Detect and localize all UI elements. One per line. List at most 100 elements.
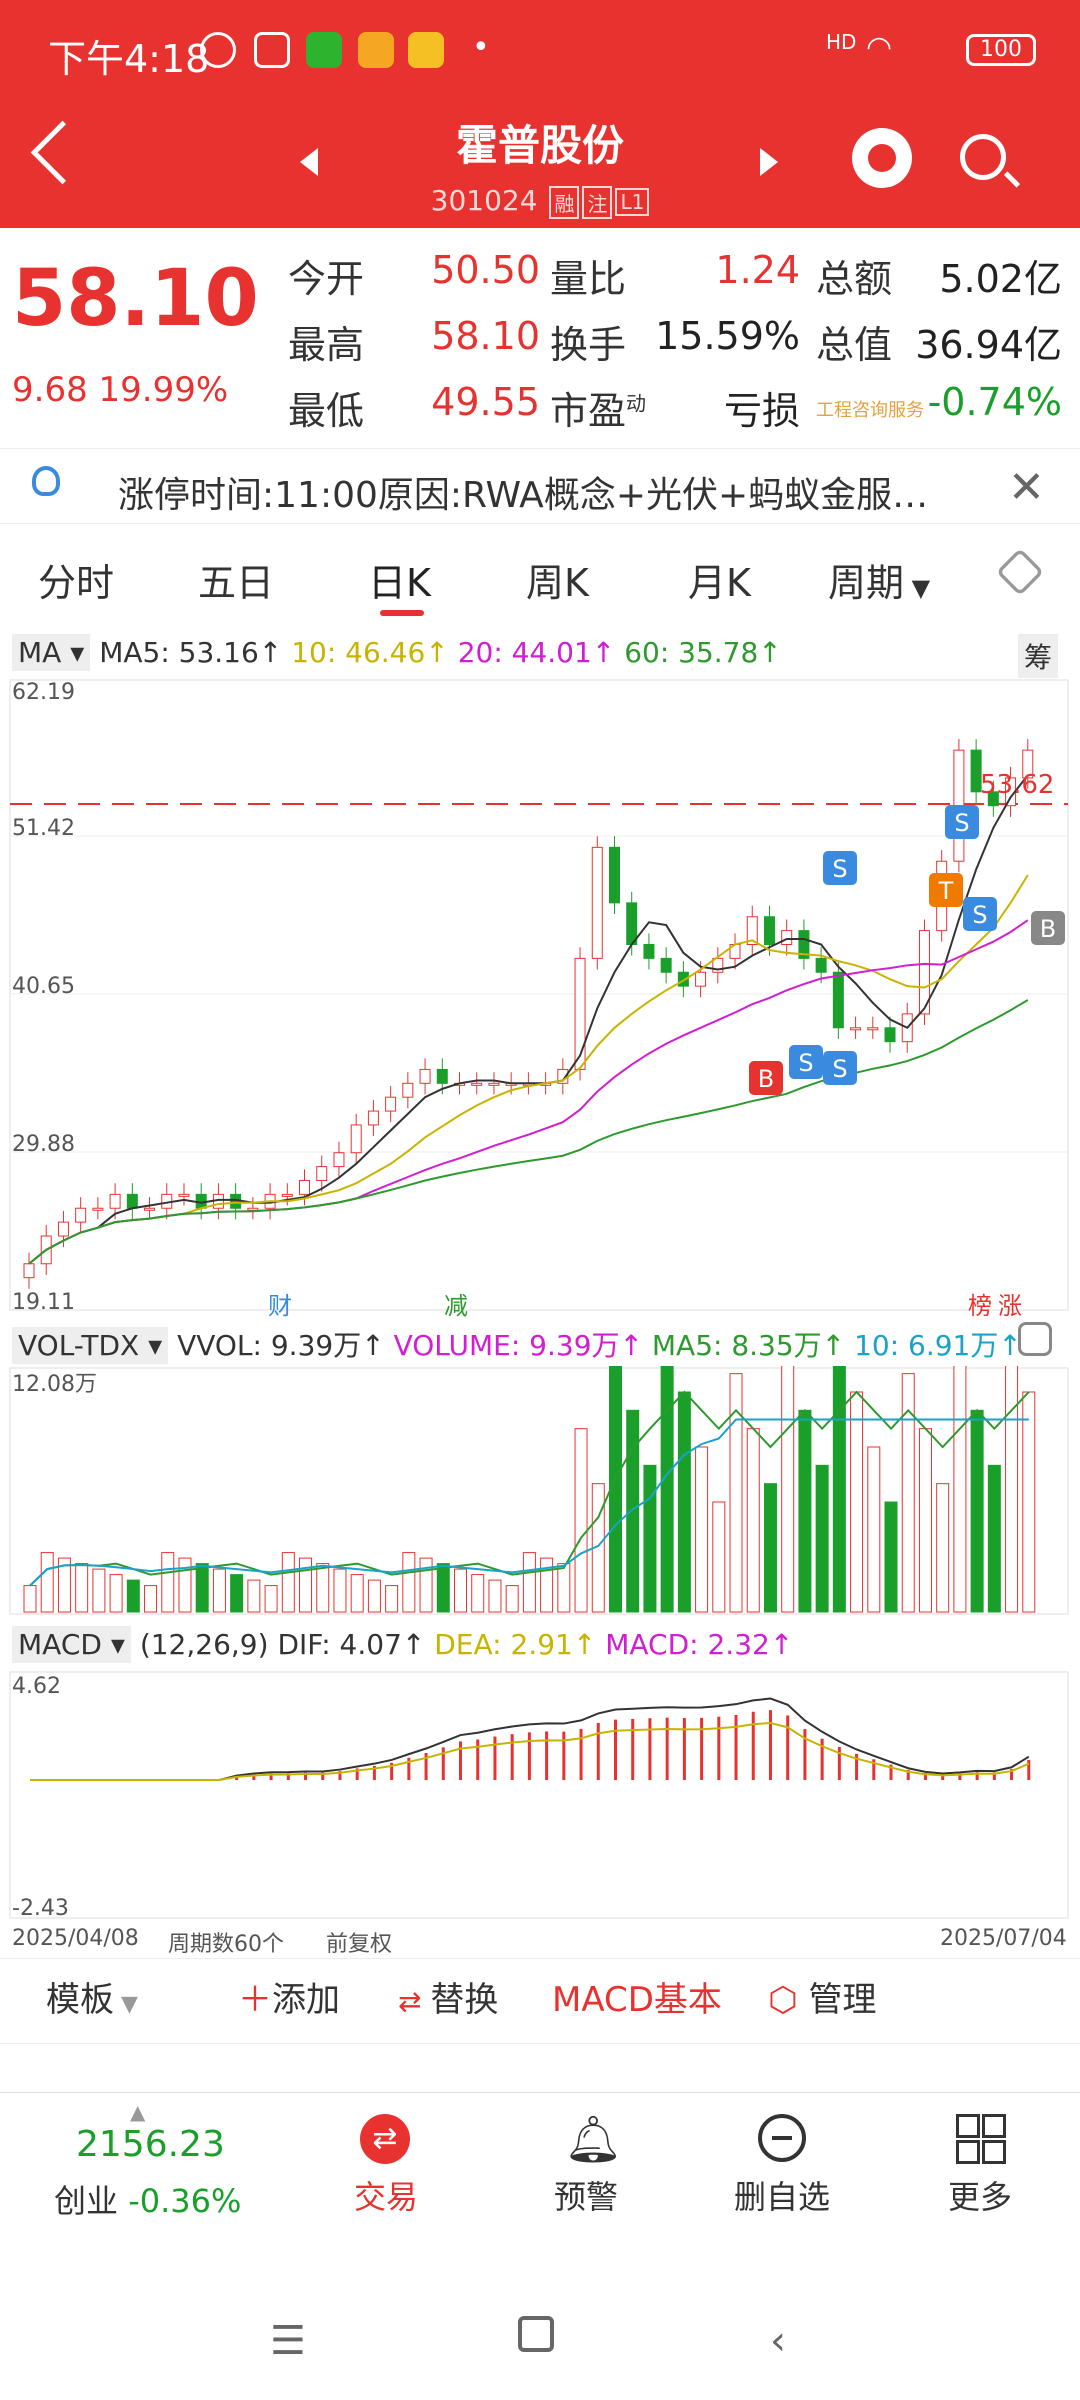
- chevron-down-icon: ▼: [904, 574, 931, 602]
- turnover-amount-label: 总额: [816, 257, 893, 301]
- low-label: 最低: [288, 389, 365, 433]
- volume-bar: [212, 1568, 226, 1613]
- candle: [626, 902, 638, 945]
- macd-chart[interactable]: [0, 1670, 1080, 1920]
- adjust-mode[interactable]: 前复权: [326, 1932, 393, 1957]
- pe-label: 市盈动: [550, 389, 647, 433]
- trade-signal-badge: [929, 873, 963, 907]
- index-value[interactable]: 2156.23: [76, 2124, 225, 2165]
- volume-bar: [195, 1563, 209, 1613]
- trade-signal-badge: [789, 1045, 823, 1079]
- candle: [23, 1263, 35, 1279]
- candle: [402, 1082, 414, 1098]
- current-price: 58.10: [12, 254, 259, 344]
- volume-bar: [574, 1428, 588, 1613]
- expand-up-icon[interactable]: ▲: [130, 2100, 146, 2124]
- volume-bar: [695, 1446, 709, 1613]
- mascot-icon[interactable]: [852, 128, 912, 188]
- tab-daily-k[interactable]: 日K: [368, 561, 431, 605]
- price-tick-4: 29.88: [12, 1132, 75, 1157]
- volume-legend-value: VOLUME: 9.39万↑: [393, 1329, 643, 1362]
- volume-bar: [385, 1585, 399, 1613]
- candle: [867, 1027, 879, 1031]
- wechat-icon: [306, 32, 342, 68]
- candle: [884, 1027, 896, 1043]
- vvol-legend: VVOL: 9.39万↑: [177, 1329, 385, 1362]
- volume-bar: [109, 1574, 123, 1613]
- volume-bar: [832, 1366, 846, 1613]
- candle: [488, 1082, 500, 1086]
- pe-value: 亏损: [723, 389, 800, 433]
- search-icon[interactable]: [960, 134, 1006, 180]
- menu-icon[interactable]: ☰: [270, 2318, 306, 2364]
- volume-bar: [660, 1366, 674, 1613]
- macd-basic-button[interactable]: MACD基本: [552, 1980, 722, 2020]
- tab-period[interactable]: 周期 ▼: [828, 561, 931, 605]
- candle: [781, 930, 793, 945]
- app-notification-icon: [358, 32, 394, 68]
- candle: [126, 1193, 138, 1209]
- tab-intraday[interactable]: 分时: [38, 561, 115, 605]
- volume-bar: [161, 1552, 175, 1613]
- trade-signal-label: S: [954, 809, 969, 837]
- candle: [712, 957, 724, 973]
- close-icon[interactable]: ✕: [1008, 462, 1045, 513]
- limit-up-notice[interactable]: [0, 448, 1080, 524]
- industry-tag[interactable]: 工程咨询服务: [816, 400, 924, 421]
- price-change: 9.68 19.99%: [12, 370, 228, 410]
- marker-reduce[interactable]: 减: [444, 1292, 468, 1320]
- candle: [677, 971, 689, 987]
- nav-alert[interactable]: 预警: [553, 2178, 618, 2216]
- expand-icon[interactable]: [1018, 1322, 1052, 1356]
- candle: [385, 1096, 397, 1112]
- home-icon[interactable]: [518, 2316, 554, 2352]
- volume-bar: [677, 1391, 691, 1613]
- indicator-select-macd[interactable]: MACD ▾: [12, 1626, 131, 1663]
- trade-icon[interactable]: ⇄: [360, 2114, 410, 2164]
- nav-trade[interactable]: 交易: [353, 2178, 418, 2216]
- manage-icon: ⬡: [768, 1980, 809, 2020]
- notice-text[interactable]: 涨停时间:11:00原因:RWA概念+光伏+蚂蚁金服…: [118, 475, 929, 516]
- chip-distribution-button[interactable]: 筹: [1018, 634, 1059, 678]
- tag-level1: L1: [615, 188, 650, 216]
- trade-signal-label: T: [938, 877, 954, 905]
- trade-signal-label: S: [972, 901, 987, 929]
- volume-bar: [953, 1366, 967, 1613]
- replace-button[interactable]: ⇄ 替换: [398, 1980, 499, 2020]
- add-button[interactable]: ＋添加: [238, 1980, 340, 2020]
- volume-bar: [763, 1483, 777, 1613]
- grid-icon[interactable]: [956, 2114, 1006, 2164]
- prev-stock-icon[interactable]: [300, 148, 318, 176]
- ma10-legend: 10: 46.46↑: [291, 636, 449, 669]
- candle: [316, 1166, 328, 1181]
- marker-rank[interactable]: 榜: [968, 1292, 992, 1320]
- manage-button[interactable]: ⬡ 管理: [768, 1980, 877, 2020]
- nav-more[interactable]: 更多: [947, 2178, 1012, 2216]
- price-tick-2: 51.42: [12, 816, 75, 841]
- marker-limit-up[interactable]: 涨: [998, 1292, 1022, 1320]
- indicator-select-ma[interactable]: MA ▾: [12, 634, 91, 671]
- index-ticker[interactable]: 创业 -0.36%: [54, 2182, 242, 2220]
- status-time: 下午4:18: [48, 37, 210, 81]
- bulb-icon: [32, 466, 60, 496]
- template-button[interactable]: 模板 ▼: [46, 1980, 138, 2020]
- bell-icon[interactable]: 🔔︎: [564, 2112, 623, 2166]
- volume-bar: [918, 1428, 932, 1613]
- next-stock-icon[interactable]: [760, 148, 778, 176]
- candle: [419, 1068, 431, 1084]
- indicator-select-vol[interactable]: VOL-TDX ▾: [12, 1327, 169, 1364]
- marker-finance[interactable]: 财: [268, 1292, 292, 1320]
- tab-five-day[interactable]: 五日: [198, 561, 275, 605]
- remove-watchlist-icon[interactable]: [758, 2114, 806, 2162]
- kline-frame: [9, 679, 1069, 1311]
- volume-bar: [178, 1557, 192, 1613]
- change-percent: 19.99%: [98, 370, 229, 410]
- tab-weekly-k[interactable]: 周K: [526, 561, 589, 605]
- nav-remove-watchlist[interactable]: 删自选: [733, 2178, 830, 2216]
- tab-monthly-k[interactable]: 月K: [688, 561, 751, 605]
- back-nav-icon[interactable]: ‹: [770, 2318, 786, 2364]
- volume-chart[interactable]: [0, 1366, 1080, 1616]
- candle: [763, 916, 775, 945]
